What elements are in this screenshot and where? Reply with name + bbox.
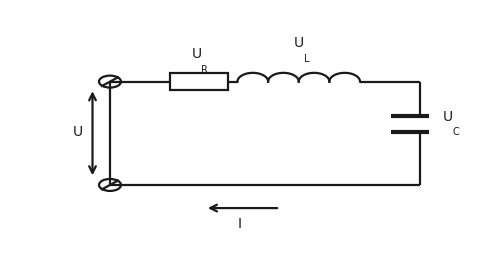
Bar bbox=[170, 73, 228, 90]
Text: U: U bbox=[294, 36, 304, 50]
Text: U: U bbox=[192, 47, 202, 61]
Text: U: U bbox=[72, 125, 83, 139]
Text: I: I bbox=[238, 217, 242, 231]
Text: C: C bbox=[452, 127, 459, 137]
Text: L: L bbox=[304, 54, 310, 64]
Text: R: R bbox=[201, 65, 208, 75]
Text: U: U bbox=[442, 110, 452, 124]
